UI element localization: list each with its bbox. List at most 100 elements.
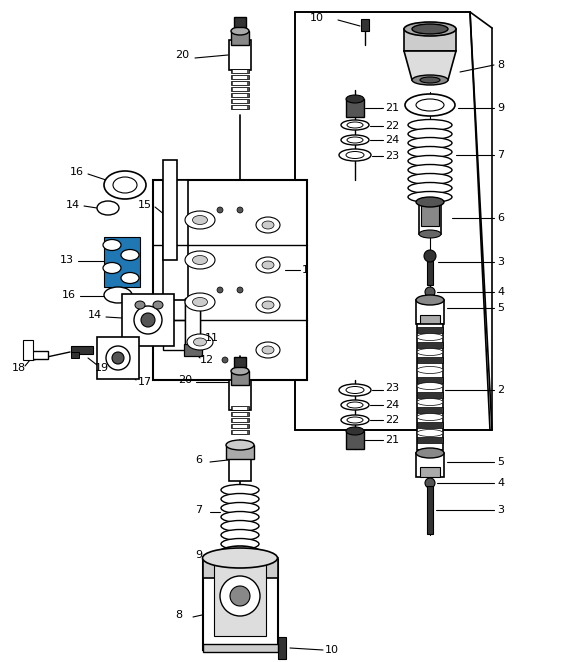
Bar [231,430,249,434]
Bar [417,392,443,398]
Text: 22: 22 [385,121,399,131]
Ellipse shape [193,297,207,307]
Ellipse shape [412,24,448,34]
Ellipse shape [185,211,215,229]
Bar [427,486,433,534]
Ellipse shape [420,77,440,83]
Circle shape [141,313,155,327]
Bar [229,449,251,481]
Ellipse shape [408,191,452,203]
Polygon shape [404,51,456,80]
Circle shape [106,346,130,370]
Bar [234,357,246,367]
Bar [427,255,433,285]
Bar [229,380,251,410]
Circle shape [237,207,243,213]
Ellipse shape [187,334,213,350]
Bar [97,337,139,379]
Circle shape [112,352,124,364]
Ellipse shape [262,221,274,229]
Circle shape [217,287,223,293]
Ellipse shape [185,293,215,311]
Bar [417,342,443,348]
Ellipse shape [346,427,364,435]
Text: 21: 21 [385,103,399,113]
Ellipse shape [103,263,121,273]
Bar [231,31,249,45]
Text: 14: 14 [66,200,80,210]
Ellipse shape [416,448,444,458]
Text: 10: 10 [310,13,324,23]
Circle shape [424,250,436,262]
Ellipse shape [408,138,452,148]
Bar [234,17,246,27]
Circle shape [217,207,223,213]
Bar [231,99,249,103]
Ellipse shape [347,417,363,423]
Bar [346,431,364,449]
Ellipse shape [404,22,456,36]
Ellipse shape [408,120,452,130]
Text: 16: 16 [70,167,84,177]
Text: 5: 5 [497,457,504,467]
Bar [233,430,247,434]
Bar [420,315,440,325]
Ellipse shape [417,399,443,406]
Bar [233,412,247,416]
Text: 17: 17 [138,377,152,387]
Ellipse shape [221,520,259,532]
Text: 14: 14 [88,310,102,320]
Text: 3: 3 [497,257,504,267]
Text: 21: 21 [385,435,399,445]
Text: 8: 8 [497,60,504,70]
Circle shape [134,306,162,334]
Bar [214,564,266,636]
Bar [233,70,247,73]
Ellipse shape [256,257,280,273]
Bar [231,81,249,85]
Bar [231,93,249,97]
Bar [71,346,93,354]
Ellipse shape [104,287,132,303]
Bar [233,406,247,410]
Bar [104,237,140,287]
Ellipse shape [346,152,364,158]
Text: 7: 7 [195,505,202,515]
Text: 12: 12 [200,355,214,365]
Polygon shape [185,298,200,345]
Bar [71,352,79,358]
Circle shape [425,287,435,297]
Polygon shape [295,12,492,430]
Bar [416,300,444,324]
Bar [233,99,247,103]
Text: 18: 18 [12,363,26,373]
Bar [417,357,443,363]
Ellipse shape [97,201,119,215]
Bar [231,412,249,416]
Text: 1: 1 [302,265,309,275]
Text: 11: 11 [205,333,219,343]
Bar [162,180,188,300]
Bar [419,202,441,234]
Bar [417,377,443,383]
Text: 4: 4 [497,287,504,297]
Ellipse shape [221,502,259,514]
Bar [278,637,286,659]
Ellipse shape [193,256,207,265]
Ellipse shape [202,548,278,568]
Ellipse shape [121,250,139,261]
Bar [231,424,249,428]
Ellipse shape [256,297,280,313]
Text: 24: 24 [385,400,399,410]
Bar [417,437,443,443]
Ellipse shape [416,99,444,111]
Circle shape [220,576,260,616]
Bar [231,371,249,385]
Ellipse shape [419,230,441,238]
Ellipse shape [412,75,448,85]
Text: 10: 10 [325,645,339,655]
Bar [233,93,247,97]
Circle shape [425,478,435,488]
Ellipse shape [221,538,259,549]
Bar [361,19,369,31]
